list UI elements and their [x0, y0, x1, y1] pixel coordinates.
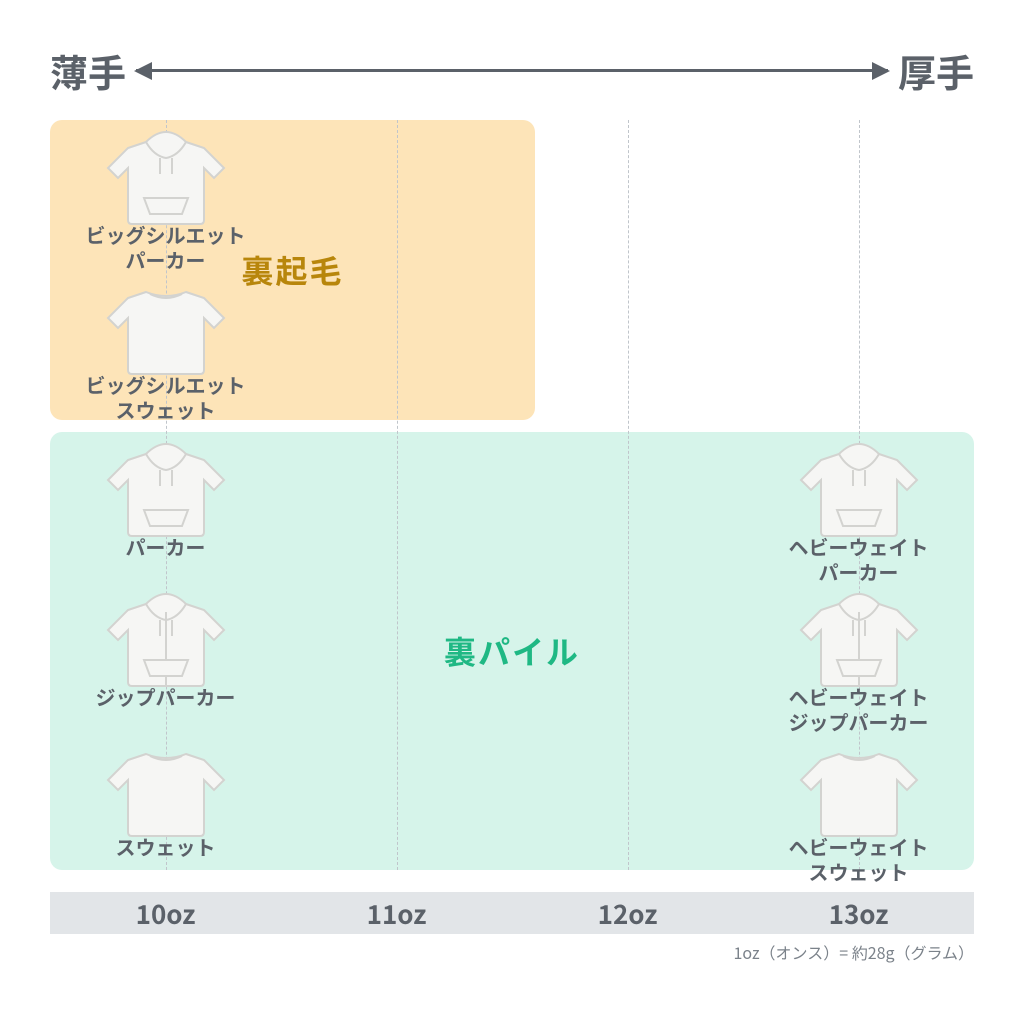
product-label: パーカー: [126, 534, 206, 559]
product-item: ヘビーウェイト パーカー: [769, 440, 949, 584]
oz-axis: 10oz 11oz 12oz 13oz: [50, 892, 974, 934]
crew-icon: [106, 278, 226, 372]
gridline: [397, 120, 398, 870]
product-item: ヘビーウェイト ジップパーカー: [769, 590, 949, 734]
hoodie-icon: [106, 440, 226, 534]
chart-stage: 薄手 厚手 裏起毛 裏パイル ビッグシルエット パーカービッグシルエット スウェ…: [50, 40, 974, 964]
product-label: ビッグシルエット パーカー: [86, 222, 246, 272]
crew-icon: [799, 740, 919, 834]
oz-tick: 10oz: [136, 892, 196, 934]
axis-arrow-line: [136, 69, 888, 72]
product-label: ジップパーカー: [96, 684, 236, 709]
crew-icon: [106, 740, 226, 834]
oz-tick: 12oz: [598, 892, 658, 934]
zip-icon: [106, 590, 226, 684]
product-item: ビッグシルエット スウェット: [76, 278, 256, 422]
product-label: スウェット: [116, 834, 216, 859]
axis-label-right: 厚手: [898, 43, 974, 98]
axis-label-left: 薄手: [50, 43, 126, 98]
region-uraki-label: 裏起毛: [242, 247, 344, 293]
product-label: ヘビーウェイト ジップパーカー: [789, 684, 929, 734]
product-item: ヘビーウェイト スウェット: [769, 740, 949, 884]
product-item: ジップパーカー: [76, 590, 256, 709]
oz-tick: 13oz: [829, 892, 889, 934]
product-label: ヘビーウェイト パーカー: [789, 534, 929, 584]
product-item: スウェット: [76, 740, 256, 859]
product-item: パーカー: [76, 440, 256, 559]
product-label: ビッグシルエット スウェット: [86, 372, 246, 422]
region-urapile-label: 裏パイル: [444, 628, 580, 674]
product-label: ヘビーウェイト スウェット: [789, 834, 929, 884]
product-item: ビッグシルエット パーカー: [76, 128, 256, 272]
chart-body: 裏起毛 裏パイル ビッグシルエット パーカービッグシルエット スウェットパーカー…: [50, 120, 974, 870]
oz-tick: 11oz: [367, 892, 427, 934]
hoodie-icon: [106, 128, 226, 222]
hoodie-icon: [799, 440, 919, 534]
footnote: 1oz（オンス）= 約28g（グラム）: [734, 940, 974, 964]
thickness-axis: 薄手 厚手: [50, 40, 974, 100]
gridline: [628, 120, 629, 870]
zip-icon: [799, 590, 919, 684]
